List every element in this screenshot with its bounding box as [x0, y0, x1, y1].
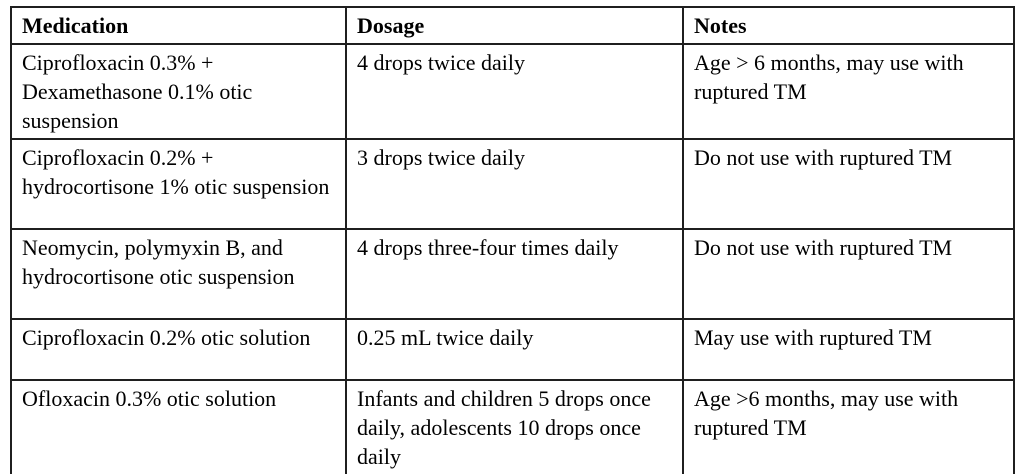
cell-dosage: Infants and children 5 drops once daily,…	[345, 379, 684, 474]
cell-dosage: 3 drops twice daily	[345, 138, 684, 230]
cell-medication: Ciprofloxacin 0.2% otic solution	[10, 318, 347, 381]
cell-dosage: 0.25 mL twice daily	[345, 318, 684, 381]
column-header-dosage: Dosage	[345, 6, 684, 45]
column-header-medication: Medication	[10, 6, 347, 45]
cell-notes: May use with ruptured TM	[682, 318, 1015, 381]
cell-medication: Ciprofloxacin 0.3% + Dexamethasone 0.1% …	[10, 43, 347, 140]
cell-medication: Ofloxacin 0.3% otic solution	[10, 379, 347, 474]
cell-dosage: 4 drops twice daily	[345, 43, 684, 140]
cell-notes: Do not use with ruptured TM	[682, 228, 1015, 320]
cell-notes: Age >6 months, may use with ruptured TM	[682, 379, 1015, 474]
cell-notes: Do not use with ruptured TM	[682, 138, 1015, 230]
table-row: Ciprofloxacin 0.2% otic solution 0.25 mL…	[10, 318, 1015, 381]
table-row: Ciprofloxacin 0.2% + hydrocortisone 1% o…	[10, 138, 1015, 230]
column-header-notes: Notes	[682, 6, 1015, 45]
table-header-row: Medication Dosage Notes	[10, 6, 1015, 45]
medication-dosage-table: Medication Dosage Notes Ciprofloxacin 0.…	[10, 6, 1015, 474]
cell-dosage: 4 drops three-four times daily	[345, 228, 684, 320]
cell-notes: Age > 6 months, may use with ruptured TM	[682, 43, 1015, 140]
table-row: Ciprofloxacin 0.3% + Dexamethasone 0.1% …	[10, 43, 1015, 140]
cell-medication: Neomycin, polymyxin B, and hydrocortison…	[10, 228, 347, 320]
table-row: Ofloxacin 0.3% otic solution Infants and…	[10, 379, 1015, 474]
table-row: Neomycin, polymyxin B, and hydrocortison…	[10, 228, 1015, 320]
cell-medication: Ciprofloxacin 0.2% + hydrocortisone 1% o…	[10, 138, 347, 230]
